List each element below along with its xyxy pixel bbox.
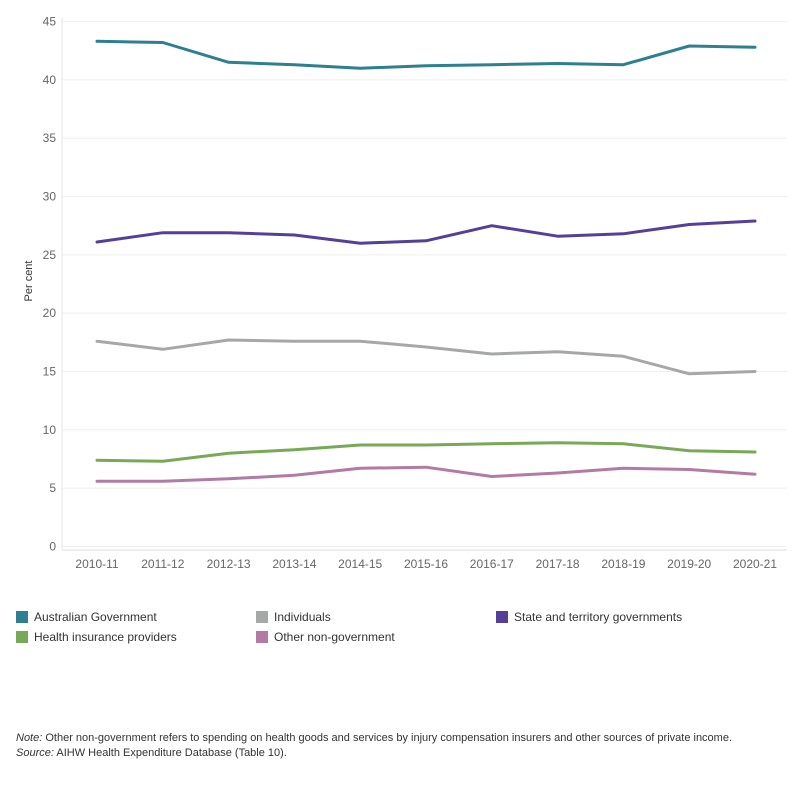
legend-item-health-insurance: Health insurance providers	[16, 630, 177, 644]
series-line-other-non-government	[95, 465, 757, 483]
x-axis-ticks: 2010-11 2011-12 2012-13 2013-14 2014-15 2015-…	[75, 557, 777, 571]
source-line: Source: AIHW Health Expenditure Database…	[16, 746, 732, 761]
x-tick-label: 2015-16	[404, 557, 448, 571]
y-tick-label: 15	[43, 365, 57, 379]
y-tick-label: 5	[49, 481, 56, 495]
y-tick-label: 30	[43, 190, 57, 204]
x-tick-label: 2012-13	[207, 557, 251, 571]
note-label: Note:	[16, 732, 43, 744]
x-tick-label: 2019-20	[667, 557, 711, 571]
legend-item-other-non-government: Other non-government	[256, 630, 395, 644]
note-text: Other non-government refers to spending …	[42, 732, 733, 744]
series-lines	[95, 39, 757, 483]
x-tick-label: 2017-18	[536, 557, 580, 571]
line-chart: 0 5 10 15 20 25 30 35 40 45 2010-11 2011-12 2012-13…	[23, 15, 787, 571]
series-line-australian-government	[95, 39, 757, 70]
x-tick-label: 2013-14	[272, 557, 316, 571]
legend-swatch	[256, 611, 268, 623]
y-tick-label: 10	[43, 423, 57, 437]
series-line-health-insurance-providers	[95, 441, 757, 463]
legend-swatch	[16, 611, 28, 623]
legend-label: Individuals	[274, 610, 331, 624]
legend-item-state-territory: State and territory governments	[496, 610, 682, 624]
x-tick-label: 2018-19	[601, 557, 645, 571]
y-tick-label: 45	[43, 15, 57, 29]
source-text: AIHW Health Expenditure Database (Table …	[53, 747, 287, 759]
x-tick-label: 2020-21	[733, 557, 777, 571]
x-tick-label: 2011-12	[141, 557, 184, 571]
legend-label: State and territory governments	[514, 610, 683, 624]
legend-label: Australian Government	[34, 610, 157, 624]
note-line: Note: Other non-government refers to spe…	[16, 731, 732, 746]
legend-item-individuals: Individuals	[256, 610, 331, 624]
series-line-individuals	[95, 338, 757, 376]
gridlines	[61, 18, 787, 551]
x-tick-label: 2014-15	[338, 557, 382, 571]
x-tick-label: 2010-11	[75, 557, 118, 571]
y-tick-label: 20	[43, 306, 57, 320]
y-tick-label: 35	[43, 131, 57, 145]
legend-item-australian-government: Australian Government	[16, 610, 157, 624]
y-axis-label: Per cent	[23, 261, 35, 302]
series-line-state-and-territory-governments	[95, 219, 757, 245]
legend-swatch	[16, 631, 28, 643]
x-tick-label: 2016-17	[470, 557, 514, 571]
y-tick-label: 40	[43, 73, 57, 87]
legend-swatch	[256, 631, 268, 643]
source-label: Source:	[16, 747, 54, 759]
footnote: Note: Other non-government refers to spe…	[16, 731, 732, 761]
legend-label: Other non-government	[274, 630, 395, 644]
y-tick-label: 0	[49, 540, 56, 554]
y-tick-label: 25	[43, 248, 57, 262]
y-axis-ticks: 0 5 10 15 20 25 30 35 40 45	[43, 15, 57, 554]
legend-label: Health insurance providers	[34, 630, 177, 644]
legend-swatch	[496, 611, 508, 623]
